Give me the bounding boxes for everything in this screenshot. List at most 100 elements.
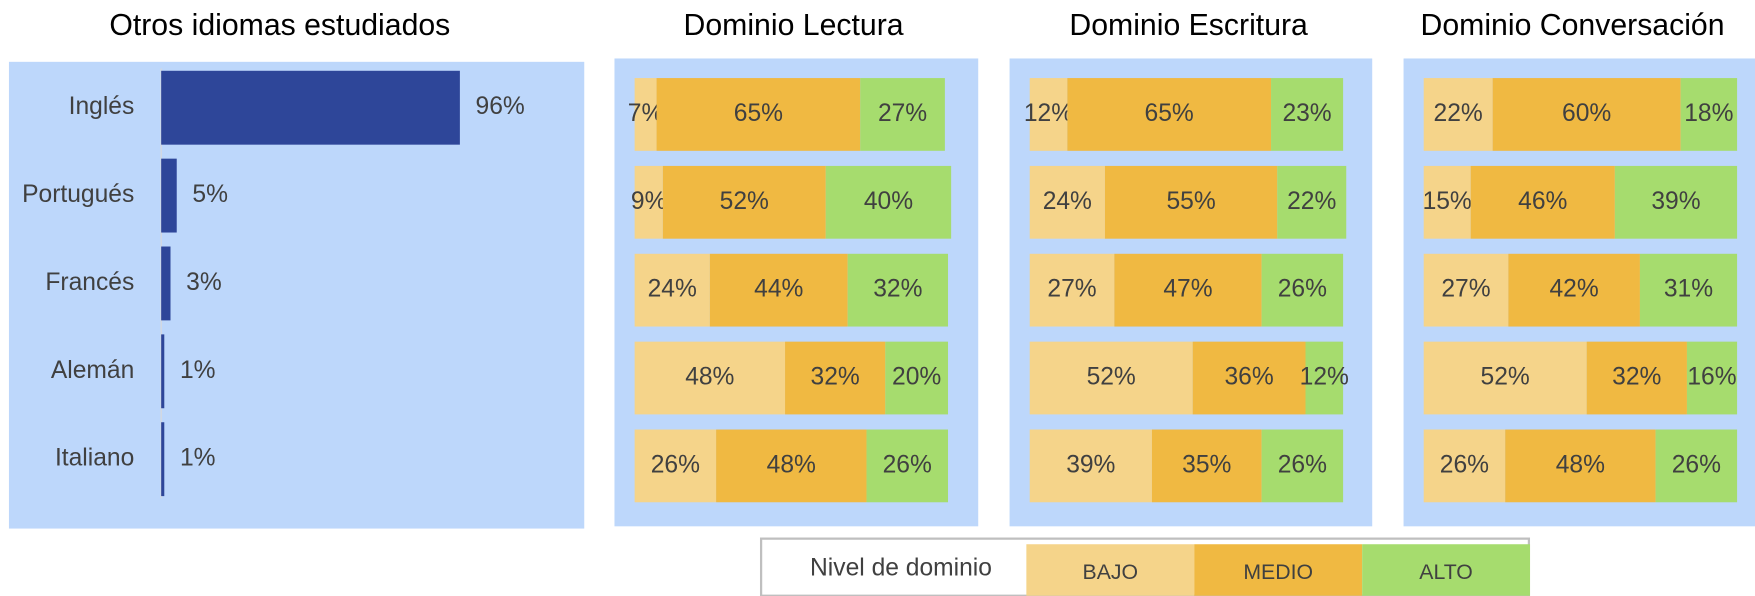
value-label: 12% — [1024, 100, 1073, 127]
category-label: Italiano — [55, 445, 134, 472]
bar-segment — [1029, 429, 1152, 503]
bar-segment — [1261, 253, 1344, 327]
value-label: 27% — [1441, 276, 1490, 303]
value-label: 31% — [1664, 276, 1713, 303]
value-label: 22% — [1287, 188, 1336, 215]
bar-segment — [1192, 341, 1306, 415]
bar-segment — [709, 253, 848, 327]
value-label: 39% — [1066, 451, 1115, 478]
bar-segment — [634, 165, 663, 239]
value-label: 1% — [180, 357, 216, 384]
value-label: 96% — [476, 93, 525, 120]
value-label: 16% — [1687, 364, 1736, 391]
value-label: 24% — [648, 276, 697, 303]
category-label: Inglés — [69, 93, 135, 120]
value-label: 24% — [1043, 188, 1092, 215]
legend-title: Nivel de dominio — [810, 554, 992, 581]
bar-segment — [656, 78, 861, 151]
legend-swatch — [1026, 544, 1195, 596]
value-label: 46% — [1518, 188, 1567, 215]
bar-segment — [785, 341, 886, 415]
value-label: 1% — [180, 445, 216, 472]
legend-swatch — [1362, 544, 1531, 596]
bar-segment — [1508, 253, 1640, 327]
bar-segment — [1423, 253, 1509, 327]
bar-segment — [1655, 429, 1738, 503]
legend-label: ALTO — [1419, 560, 1473, 584]
bar-segment — [1492, 78, 1681, 151]
value-label: 35% — [1182, 451, 1231, 478]
bar-segment — [1423, 165, 1471, 239]
bar-segment — [716, 429, 867, 503]
value-label: 3% — [186, 269, 222, 296]
value-label: 15% — [1423, 188, 1472, 215]
bar-segment — [860, 78, 945, 151]
bar-segment — [1029, 341, 1193, 415]
bar — [161, 158, 177, 233]
value-label: 55% — [1166, 188, 1215, 215]
value-label: 26% — [1278, 451, 1327, 478]
bar — [161, 70, 460, 145]
value-label: 36% — [1224, 364, 1273, 391]
value-label: 26% — [1278, 276, 1327, 303]
value-label: 48% — [1556, 451, 1605, 478]
bar-segment — [1029, 78, 1068, 151]
bar-segment — [825, 165, 952, 239]
bar-segment — [1686, 341, 1738, 415]
bar-segment — [1423, 429, 1506, 503]
value-label: 40% — [864, 188, 913, 215]
value-label: 39% — [1651, 188, 1700, 215]
value-label: 27% — [878, 100, 927, 127]
bar-segment — [1067, 78, 1272, 151]
value-label: 60% — [1562, 100, 1611, 127]
bar-segment — [1151, 429, 1262, 503]
bar-segment — [1114, 253, 1262, 327]
bar-segment — [1680, 78, 1738, 151]
value-label: 47% — [1163, 276, 1212, 303]
bar-segment — [1271, 78, 1344, 151]
value-label: 52% — [1481, 364, 1530, 391]
bar-segment — [1423, 78, 1493, 151]
bar-segment — [1029, 253, 1115, 327]
bar-segment — [634, 341, 786, 415]
category-label: Portugués — [22, 181, 134, 208]
value-label: 32% — [873, 276, 922, 303]
bar-segment — [634, 78, 657, 151]
value-label: 65% — [734, 100, 783, 127]
bar-segment — [885, 341, 949, 415]
value-label: 26% — [1440, 451, 1489, 478]
bar-segment — [662, 165, 826, 239]
value-label: 23% — [1282, 100, 1331, 127]
value-label: 18% — [1684, 100, 1733, 127]
chart-title: Dominio Escritura — [1069, 9, 1308, 42]
value-label: 22% — [1434, 100, 1483, 127]
value-label: 26% — [883, 451, 932, 478]
value-label: 27% — [1047, 276, 1096, 303]
value-label: 52% — [720, 188, 769, 215]
value-label: 20% — [892, 364, 941, 391]
bar-segment — [1614, 165, 1738, 239]
bar-segment — [1029, 165, 1105, 239]
bar-segment — [634, 429, 717, 503]
bar — [161, 246, 171, 321]
chart-title: Dominio Lectura — [684, 9, 904, 42]
bar-segment — [1505, 429, 1656, 503]
bar — [161, 334, 165, 409]
bar-segment — [1586, 341, 1687, 415]
legend-label: MEDIO — [1243, 560, 1313, 584]
bar-segment — [1470, 165, 1615, 239]
value-label: 26% — [651, 451, 700, 478]
value-label: 52% — [1087, 364, 1136, 391]
value-label: 42% — [1549, 276, 1598, 303]
category-label: Alemán — [51, 357, 134, 384]
bar-segment — [1277, 165, 1347, 239]
value-label: 26% — [1672, 451, 1721, 478]
legend-label: BAJO — [1083, 560, 1139, 584]
value-label: 12% — [1300, 364, 1349, 391]
bar-segment — [1423, 341, 1587, 415]
bar-segment — [1261, 429, 1344, 503]
value-label: 32% — [811, 364, 860, 391]
bar-segment — [634, 253, 710, 327]
value-label: 32% — [1612, 364, 1661, 391]
